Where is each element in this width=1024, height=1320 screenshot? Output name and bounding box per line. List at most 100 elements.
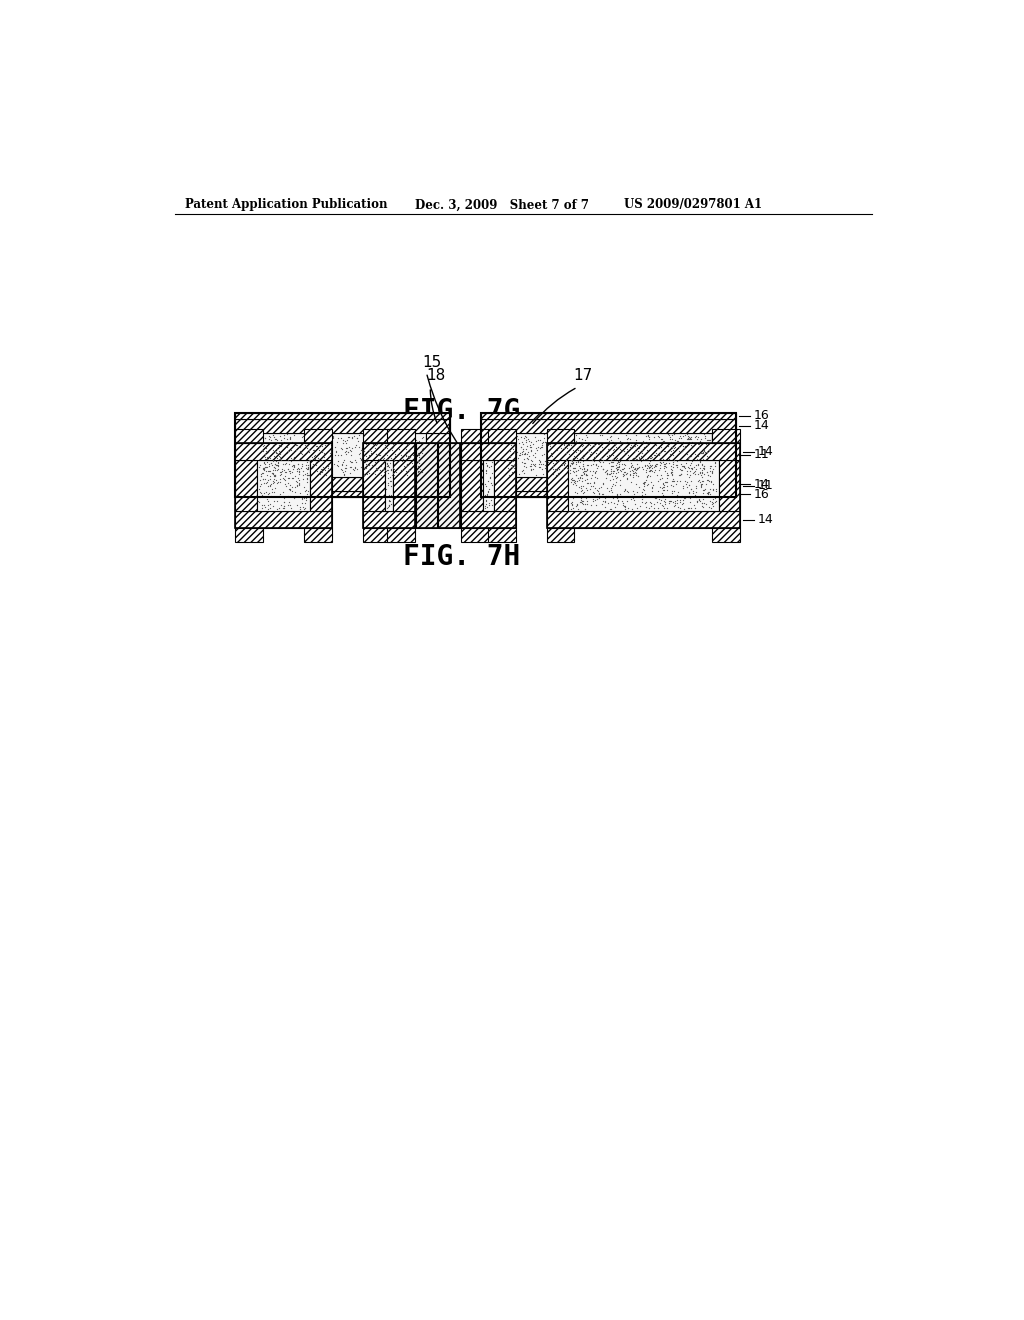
Point [387, 446, 403, 467]
Point [638, 432, 654, 453]
Point [665, 454, 681, 475]
Point [368, 432, 384, 453]
Point [599, 429, 615, 450]
Point [295, 461, 311, 482]
Point [683, 453, 699, 474]
Point [602, 461, 618, 482]
Point [686, 462, 702, 483]
Point [531, 429, 548, 450]
Point [482, 466, 499, 487]
Bar [234, 528, 263, 543]
Bar [494, 461, 515, 511]
Point [650, 445, 667, 466]
Point [255, 434, 271, 455]
Point [630, 445, 646, 466]
Point [297, 490, 313, 511]
Point [535, 444, 551, 465]
Point [260, 425, 276, 446]
Point [564, 453, 581, 474]
Point [617, 463, 634, 484]
Point [543, 442, 559, 463]
Point [530, 450, 547, 471]
Point [601, 499, 617, 520]
Point [643, 477, 659, 498]
Point [504, 457, 520, 478]
Point [597, 491, 613, 512]
Point [289, 458, 305, 479]
Point [545, 453, 561, 474]
Point [273, 461, 290, 482]
Point [513, 437, 529, 458]
Point [637, 492, 653, 513]
Point [652, 429, 669, 450]
Point [414, 462, 430, 483]
Point [614, 492, 631, 513]
Point [371, 432, 387, 453]
Point [615, 463, 632, 484]
Point [348, 434, 365, 455]
Point [658, 471, 675, 492]
Point [381, 484, 397, 506]
Point [253, 482, 269, 503]
Point [386, 450, 402, 471]
Point [622, 461, 638, 482]
Point [633, 445, 649, 466]
Point [623, 455, 639, 477]
Point [643, 459, 659, 480]
Point [408, 429, 424, 450]
Point [566, 457, 583, 478]
Point [589, 479, 605, 500]
Point [299, 462, 315, 483]
Point [675, 455, 691, 477]
Point [298, 487, 314, 508]
Point [692, 471, 709, 492]
Point [255, 483, 271, 504]
Point [650, 471, 667, 492]
Point [262, 466, 279, 487]
Point [383, 447, 399, 469]
Point [280, 458, 296, 479]
Point [695, 479, 712, 500]
Point [647, 454, 664, 475]
Point [514, 459, 530, 480]
Point [252, 486, 268, 507]
Point [308, 436, 325, 457]
Point [639, 466, 655, 487]
Point [654, 451, 671, 473]
Point [628, 449, 644, 470]
Point [265, 434, 282, 455]
Point [641, 458, 657, 479]
Point [577, 498, 593, 519]
Point [352, 449, 369, 470]
Point [572, 491, 589, 512]
Point [335, 432, 351, 453]
Point [664, 459, 680, 480]
Point [589, 440, 605, 461]
Point [383, 494, 399, 515]
Point [664, 455, 680, 477]
Point [279, 442, 295, 463]
Bar [304, 528, 332, 543]
Point [531, 451, 548, 473]
Point [289, 461, 305, 482]
Point [290, 453, 306, 474]
Point [695, 488, 712, 510]
Point [314, 461, 331, 482]
Point [622, 429, 638, 450]
Bar [713, 528, 740, 543]
Point [608, 484, 625, 506]
Point [394, 449, 411, 470]
Point [684, 459, 700, 480]
Point [574, 440, 591, 461]
Point [700, 430, 717, 451]
Point [355, 430, 372, 451]
Point [680, 457, 696, 478]
Point [555, 438, 571, 459]
Point [267, 459, 284, 480]
Point [520, 430, 537, 451]
Point [250, 478, 266, 499]
Point [663, 432, 679, 453]
Point [271, 434, 288, 455]
Point [323, 457, 339, 478]
Point [380, 455, 396, 477]
